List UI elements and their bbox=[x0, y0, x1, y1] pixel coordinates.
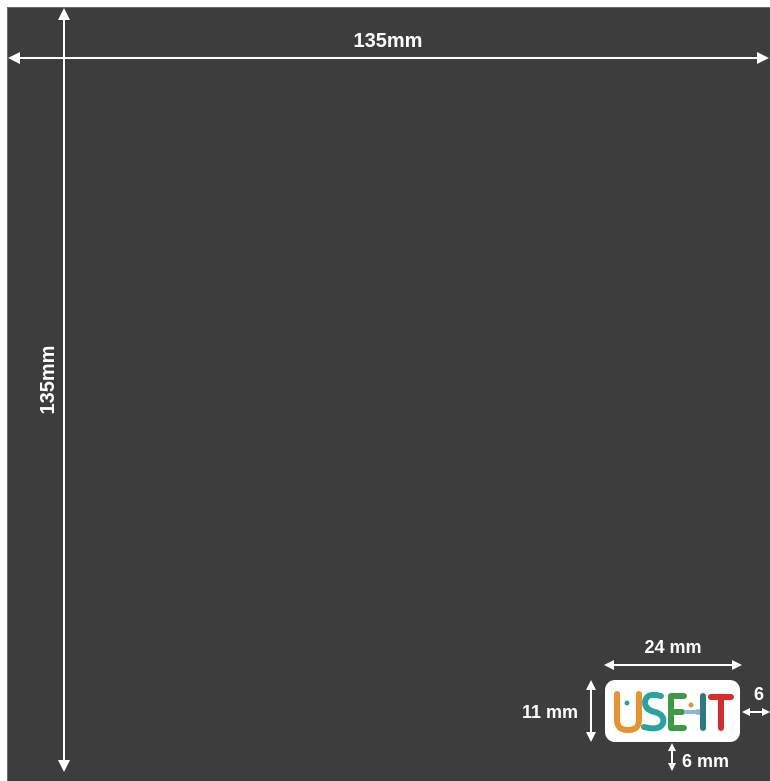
arrow-right-icon bbox=[732, 660, 742, 670]
logo-width-dimension bbox=[604, 660, 742, 670]
arrow-left-icon bbox=[604, 660, 614, 670]
arrow-down-icon bbox=[586, 732, 596, 742]
arrow-right-icon bbox=[762, 708, 770, 716]
width-label: 135mm bbox=[354, 30, 423, 52]
logo-height-dimension bbox=[586, 680, 596, 742]
arrow-down-icon bbox=[668, 763, 676, 771]
use-it-logo bbox=[614, 691, 734, 734]
right-margin-dimension bbox=[742, 708, 770, 716]
logo-height-label: 11 mm bbox=[522, 702, 578, 722]
right-margin-label: 6 bbox=[754, 684, 764, 704]
height-dimension-line bbox=[58, 8, 70, 772]
arrow-up-icon bbox=[586, 680, 596, 690]
arrow-down-icon bbox=[58, 760, 70, 772]
width-dimension-line bbox=[8, 52, 769, 64]
arrow-left-icon bbox=[8, 52, 20, 64]
arrow-up-icon bbox=[668, 743, 676, 751]
arrow-right-icon bbox=[757, 52, 769, 64]
height-label: 135mm bbox=[37, 346, 59, 415]
arrow-up-icon bbox=[58, 8, 70, 20]
logo-width-label: 24 mm bbox=[644, 637, 701, 657]
bottom-margin-label: 6 mm bbox=[682, 751, 729, 771]
cover-area bbox=[7, 7, 770, 781]
arrow-left-icon bbox=[742, 708, 750, 716]
bottom-margin-dimension bbox=[668, 743, 676, 771]
